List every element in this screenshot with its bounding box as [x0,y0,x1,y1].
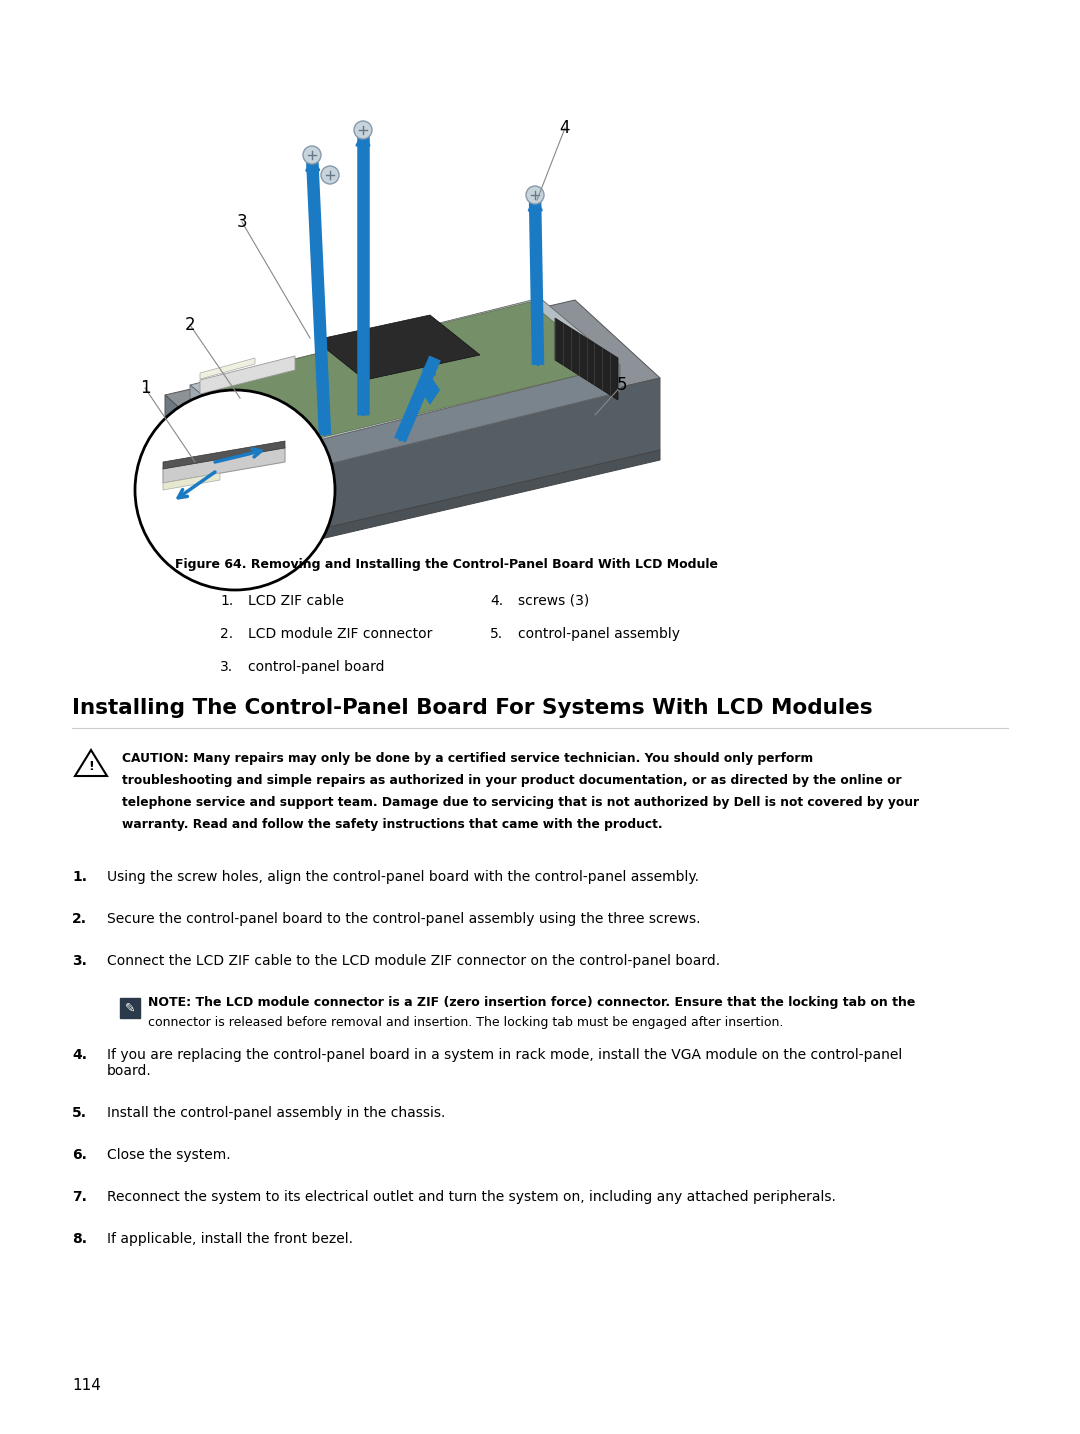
Polygon shape [420,376,440,404]
Text: control-panel assembly: control-panel assembly [518,627,680,641]
Text: 7.: 7. [72,1190,86,1205]
Text: 3.: 3. [220,660,233,674]
Text: Close the system.: Close the system. [107,1149,231,1162]
Text: telephone service and support team. Damage due to servicing that is not authoriz: telephone service and support team. Dama… [122,796,919,809]
Polygon shape [190,384,272,478]
Text: 2.: 2. [220,627,233,641]
Polygon shape [190,298,620,452]
Text: Installing The Control-Panel Board For Systems With LCD Modules: Installing The Control-Panel Board For S… [72,698,873,718]
Circle shape [321,166,339,184]
Text: 6.: 6. [72,1149,86,1162]
Polygon shape [165,394,252,545]
Polygon shape [165,450,660,555]
Polygon shape [315,315,480,380]
Text: 1: 1 [139,379,150,397]
Circle shape [354,120,372,139]
Text: Using the screw holes, align the control-panel board with the control-panel asse: Using the screw holes, align the control… [107,870,699,883]
Text: !: ! [89,760,94,773]
Text: 1.: 1. [220,594,233,608]
Circle shape [303,146,321,163]
Polygon shape [200,303,608,447]
Text: 2.: 2. [72,912,87,926]
Polygon shape [75,750,107,776]
Text: Reconnect the system to its electrical outlet and turn the system on, including : Reconnect the system to its electrical o… [107,1190,836,1205]
Polygon shape [200,356,295,394]
Text: 114: 114 [72,1378,100,1392]
Text: Figure 64. Removing and Installing the Control-Panel Board With LCD Module: Figure 64. Removing and Installing the C… [175,558,718,571]
Polygon shape [272,366,620,478]
Text: 3.: 3. [72,954,86,968]
Text: Install the control-panel assembly in the chassis.: Install the control-panel assembly in th… [107,1106,445,1120]
Text: LCD module ZIF connector: LCD module ZIF connector [248,627,432,641]
FancyBboxPatch shape [120,998,140,1018]
Text: Secure the control-panel board to the control-panel assembly using the three scr: Secure the control-panel board to the co… [107,912,701,926]
Text: warranty. Read and follow the safety instructions that came with the product.: warranty. Read and follow the safety ins… [122,817,663,830]
Text: screws (3): screws (3) [518,594,590,608]
Text: troubleshooting and simple repairs as authorized in your product documentation, : troubleshooting and simple repairs as au… [122,774,902,787]
Polygon shape [165,300,660,473]
Text: If you are replacing the control-panel board in a system in rack mode, install t: If you are replacing the control-panel b… [107,1048,902,1078]
Text: 2: 2 [185,315,195,334]
Polygon shape [200,358,255,379]
Text: CAUTION: Many repairs may only be done by a certified service technician. You sh: CAUTION: Many repairs may only be done b… [122,751,813,764]
Text: 5.: 5. [490,627,503,641]
Text: 3: 3 [237,214,247,231]
Text: LCD ZIF cable: LCD ZIF cable [248,594,345,608]
Text: ✎: ✎ [125,1001,135,1014]
Polygon shape [555,318,618,400]
Polygon shape [163,447,285,483]
Text: 1.: 1. [72,870,87,883]
Text: If applicable, install the front bezel.: If applicable, install the front bezel. [107,1232,353,1246]
Text: 5: 5 [617,376,627,394]
Text: 4: 4 [559,119,570,138]
Text: NOTE: The LCD module connector is a ZIF (zero insertion force) connector. Ensure: NOTE: The LCD module connector is a ZIF … [148,997,916,1010]
Text: connector is released before removal and insertion. The locking tab must be enga: connector is released before removal and… [148,1017,783,1030]
Polygon shape [163,473,220,490]
Text: 4.: 4. [72,1048,87,1063]
Polygon shape [163,442,285,469]
Polygon shape [252,379,660,545]
Text: 5.: 5. [72,1106,87,1120]
Circle shape [526,186,544,204]
Text: control-panel board: control-panel board [248,660,384,674]
Text: Connect the LCD ZIF cable to the LCD module ZIF connector on the control-panel b: Connect the LCD ZIF cable to the LCD mod… [107,954,720,968]
Text: 8.: 8. [72,1232,87,1246]
Text: 4.: 4. [490,594,503,608]
Circle shape [135,390,335,589]
